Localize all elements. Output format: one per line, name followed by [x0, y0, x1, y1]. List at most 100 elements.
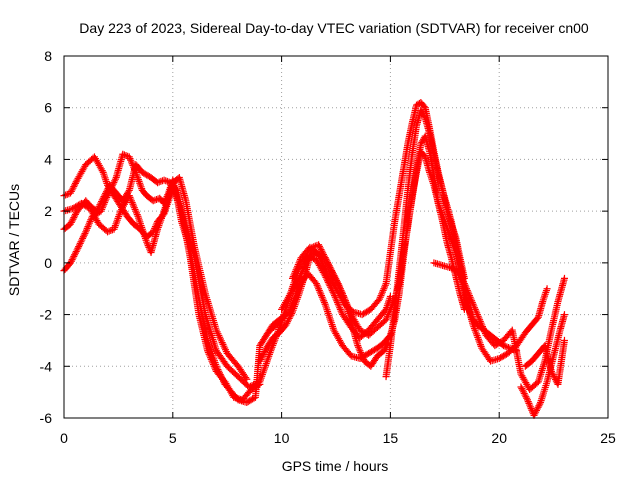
y-tick-label: 8 [44, 48, 52, 64]
data-marker [273, 331, 281, 339]
data-marker [425, 128, 433, 136]
data-marker [381, 283, 389, 291]
data-marker [325, 262, 333, 270]
data-marker [228, 390, 236, 398]
data-marker [162, 177, 170, 185]
data-marker [127, 217, 135, 225]
data-marker [78, 236, 86, 244]
data-marker [412, 124, 420, 132]
data-marker [64, 222, 72, 230]
data-marker [336, 304, 344, 312]
data-marker [554, 300, 562, 308]
data-marker [434, 198, 442, 206]
data-marker [256, 344, 264, 352]
data-marker [503, 343, 511, 351]
data-marker [532, 316, 540, 324]
data-marker [447, 252, 455, 260]
data-marker [525, 359, 533, 367]
data-marker [131, 205, 139, 213]
data-marker [533, 405, 541, 413]
data-marker [284, 316, 292, 324]
data-marker [190, 241, 198, 249]
data-marker [469, 300, 477, 308]
data-marker [103, 179, 111, 187]
data-marker [464, 288, 472, 296]
data-marker [315, 286, 323, 294]
data-marker [242, 374, 250, 382]
data-marker [475, 314, 483, 322]
data-marker [75, 241, 83, 249]
data-marker [101, 191, 109, 199]
data-marker [315, 253, 323, 261]
data-marker [379, 318, 387, 326]
data-marker [467, 311, 475, 319]
data-marker [377, 292, 385, 300]
data-marker [127, 156, 135, 164]
data-marker [362, 351, 370, 359]
data-marker [556, 328, 564, 336]
series-trace-9 [382, 106, 521, 381]
data-marker [80, 231, 88, 239]
data-marker [521, 391, 529, 399]
data-marker [147, 195, 155, 203]
data-marker [147, 230, 155, 238]
data-marker [120, 151, 128, 159]
data-marker [67, 187, 75, 195]
data-marker [504, 344, 512, 352]
y-tick-label: 6 [44, 100, 52, 116]
tick-labels: 0 5 10 15 20 25 -6 -4 -2 0 2 4 6 8 [40, 48, 616, 446]
data-marker [457, 273, 465, 281]
data-marker [337, 338, 345, 346]
data-marker [297, 271, 305, 279]
data-point [330, 272, 338, 280]
data-marker [79, 233, 87, 241]
data-marker [488, 339, 496, 347]
data-marker [463, 285, 471, 293]
data-marker [257, 355, 265, 363]
data-marker [531, 380, 539, 388]
data-marker [478, 321, 486, 329]
data-marker [429, 179, 437, 187]
data-marker [317, 290, 325, 298]
data-marker [71, 212, 79, 220]
data-marker [301, 261, 309, 269]
data-marker [329, 324, 337, 332]
data-marker [298, 268, 306, 276]
data-marker [98, 196, 106, 204]
data-marker [83, 203, 91, 211]
data-marker [110, 178, 118, 186]
data-marker [322, 266, 330, 274]
data-marker [459, 276, 467, 284]
data-marker [316, 288, 324, 296]
data-marker [289, 273, 297, 281]
data-marker [126, 193, 134, 201]
data-marker [237, 395, 245, 403]
data-marker [430, 148, 438, 156]
data-marker [327, 267, 335, 275]
series-trace-4 [60, 174, 251, 383]
data-marker [310, 277, 318, 285]
data-marker [463, 286, 471, 294]
plot-frame [63, 55, 609, 419]
data-marker [551, 374, 559, 382]
data-marker [347, 305, 355, 313]
data-marker [208, 357, 216, 365]
data-marker [549, 371, 557, 379]
data-marker [83, 224, 91, 232]
data-marker [283, 319, 291, 327]
data-marker [403, 142, 411, 150]
data-marker [101, 225, 109, 233]
data-marker [320, 297, 328, 305]
data-marker [67, 205, 75, 213]
data-marker [285, 314, 293, 322]
data-marker [297, 269, 305, 277]
data-marker [425, 167, 433, 175]
data-marker [70, 183, 78, 191]
data-marker [70, 252, 78, 260]
data-marker [319, 261, 327, 269]
data-marker [476, 317, 484, 325]
data-marker [142, 236, 150, 244]
data-marker [300, 264, 308, 272]
data-point [125, 153, 133, 161]
data-marker [493, 355, 501, 363]
